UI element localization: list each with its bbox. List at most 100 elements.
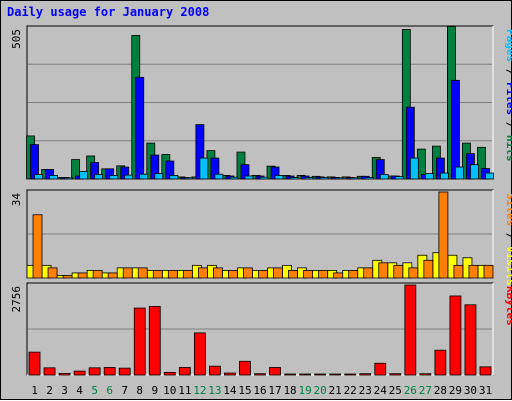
x-axis-labels: 1 2 3 4 5 6 7 8 9 10 11 12 13 14 15 16 17 18 19 20 21 22 23 24 2…	[31, 384, 492, 397]
sites-bar	[243, 267, 253, 279]
panel-hits-files-pages: 505 Pages / Files / Hits	[10, 25, 512, 180]
pages-bar	[109, 175, 119, 180]
sites-bar	[122, 267, 133, 279]
pages-bar	[154, 173, 164, 180]
sites-bar	[393, 264, 404, 279]
sites-bar	[77, 272, 88, 279]
kbytes-bar	[419, 373, 432, 376]
kbytes-bar	[58, 372, 71, 376]
panel-kbytes: 2756 KBytes	[10, 282, 512, 376]
kbytes-bar	[284, 373, 296, 376]
day-label: 9	[151, 384, 158, 397]
y-max-label: 2756	[10, 286, 23, 313]
day-label: 26	[404, 384, 417, 397]
sites-bar	[62, 275, 73, 279]
pages-bar	[334, 177, 344, 180]
files-bar	[135, 76, 145, 180]
kbytes-bar	[374, 362, 387, 376]
pages-bar	[364, 177, 374, 180]
legend-entry: Sites	[504, 193, 512, 226]
pages-bar	[79, 171, 89, 180]
kbytes-bar	[269, 367, 281, 376]
day-label: 6	[106, 384, 113, 397]
kbytes-bar	[43, 367, 56, 376]
pages-bar	[319, 177, 329, 180]
legend-entry: Hits	[504, 135, 512, 162]
kbytes-bar	[254, 373, 266, 376]
kbytes-bar	[133, 307, 146, 376]
sites-bar	[107, 272, 118, 279]
y-max-label: 505	[10, 29, 23, 49]
day-label: 23	[359, 384, 372, 397]
day-label: 11	[178, 384, 191, 397]
day-label: 7	[121, 384, 128, 397]
sites-bar	[258, 270, 268, 279]
pages-bar	[214, 173, 224, 180]
sites-bar	[197, 267, 208, 279]
day-label: 31	[479, 384, 492, 397]
day-label: 22	[344, 384, 357, 397]
legend-entry: Visits	[504, 246, 512, 286]
sites-bar	[318, 270, 329, 279]
pages-bar	[64, 177, 73, 180]
kbytes-bar	[344, 373, 357, 376]
sites-bar	[32, 214, 43, 279]
sites-bar	[378, 262, 389, 279]
sites-bar	[182, 270, 193, 279]
files-bar	[30, 144, 39, 180]
day-label: 1	[31, 384, 38, 397]
day-label: 21	[329, 384, 342, 397]
day-label: 29	[449, 384, 462, 397]
kbytes-bar	[73, 370, 86, 376]
sites-bar	[137, 267, 148, 279]
day-label: 12	[193, 384, 206, 397]
chart-title: Daily usage for January 2008	[7, 5, 209, 19]
day-label: 2	[46, 384, 53, 397]
pages-bar	[244, 175, 254, 180]
pages-bar	[304, 177, 314, 180]
sites-bar	[483, 264, 494, 279]
kbytes-bar	[329, 373, 342, 376]
sites-bar	[288, 270, 298, 279]
pages-bar	[349, 177, 359, 180]
pages-bar	[424, 173, 434, 180]
kbytes-bar	[28, 351, 41, 376]
pages-bar	[259, 176, 269, 180]
sites-bar	[303, 270, 313, 279]
sites-bar	[167, 270, 178, 279]
y-max-label: 34	[10, 193, 23, 207]
legend-entry: KBytes	[504, 286, 512, 326]
kbytes-bar	[239, 360, 251, 376]
day-label: 10	[163, 384, 176, 397]
kbytes-bar	[163, 371, 176, 376]
side-legend: Sites / Visits	[504, 193, 512, 286]
side-legend: Pages / Files / Hits	[504, 29, 512, 162]
sites-bar	[228, 270, 238, 279]
kbytes-bar	[389, 373, 402, 376]
pages-bar	[229, 176, 239, 180]
files-bar	[451, 79, 460, 180]
sites-bar	[408, 267, 419, 279]
sites-bar	[438, 191, 449, 279]
pages-bar	[470, 164, 479, 180]
kbytes-bar	[88, 367, 101, 376]
day-label: 8	[136, 384, 143, 397]
day-label: 20	[314, 384, 327, 397]
pages-bar	[34, 174, 43, 180]
kbytes-bar	[224, 372, 236, 376]
kbytes-bar	[479, 366, 492, 376]
sites-bar	[363, 267, 374, 279]
kbytes-bar	[434, 349, 447, 376]
day-label: 30	[464, 384, 477, 397]
kbytes-bar	[359, 373, 372, 376]
day-label: 19	[298, 384, 311, 397]
pages-bar	[485, 172, 494, 180]
day-label: 3	[61, 384, 68, 397]
day-label: 16	[253, 384, 266, 397]
day-label: 15	[238, 384, 251, 397]
side-legend: KBytes	[504, 286, 512, 326]
legend-entry: Files	[504, 82, 512, 115]
kbytes-bar	[464, 304, 477, 376]
pages-bar	[139, 173, 149, 180]
